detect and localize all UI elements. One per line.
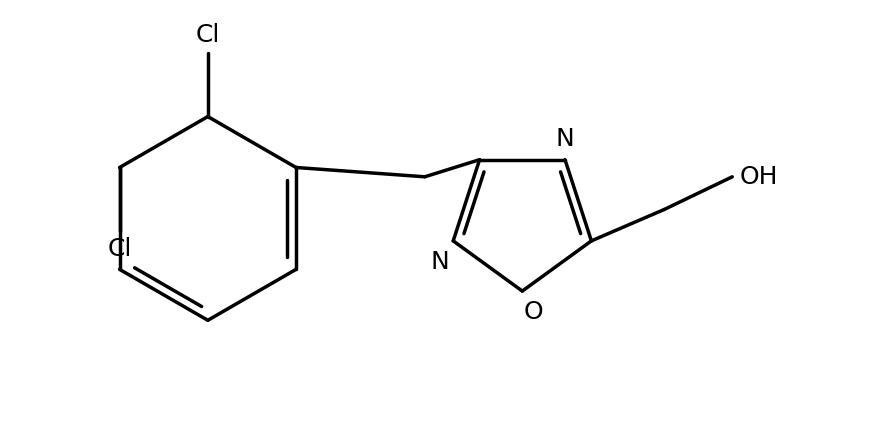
Text: Cl: Cl: [196, 24, 220, 48]
Text: OH: OH: [739, 165, 778, 189]
Text: N: N: [556, 127, 574, 151]
Text: O: O: [524, 300, 544, 324]
Text: N: N: [430, 250, 449, 274]
Text: Cl: Cl: [107, 237, 131, 261]
